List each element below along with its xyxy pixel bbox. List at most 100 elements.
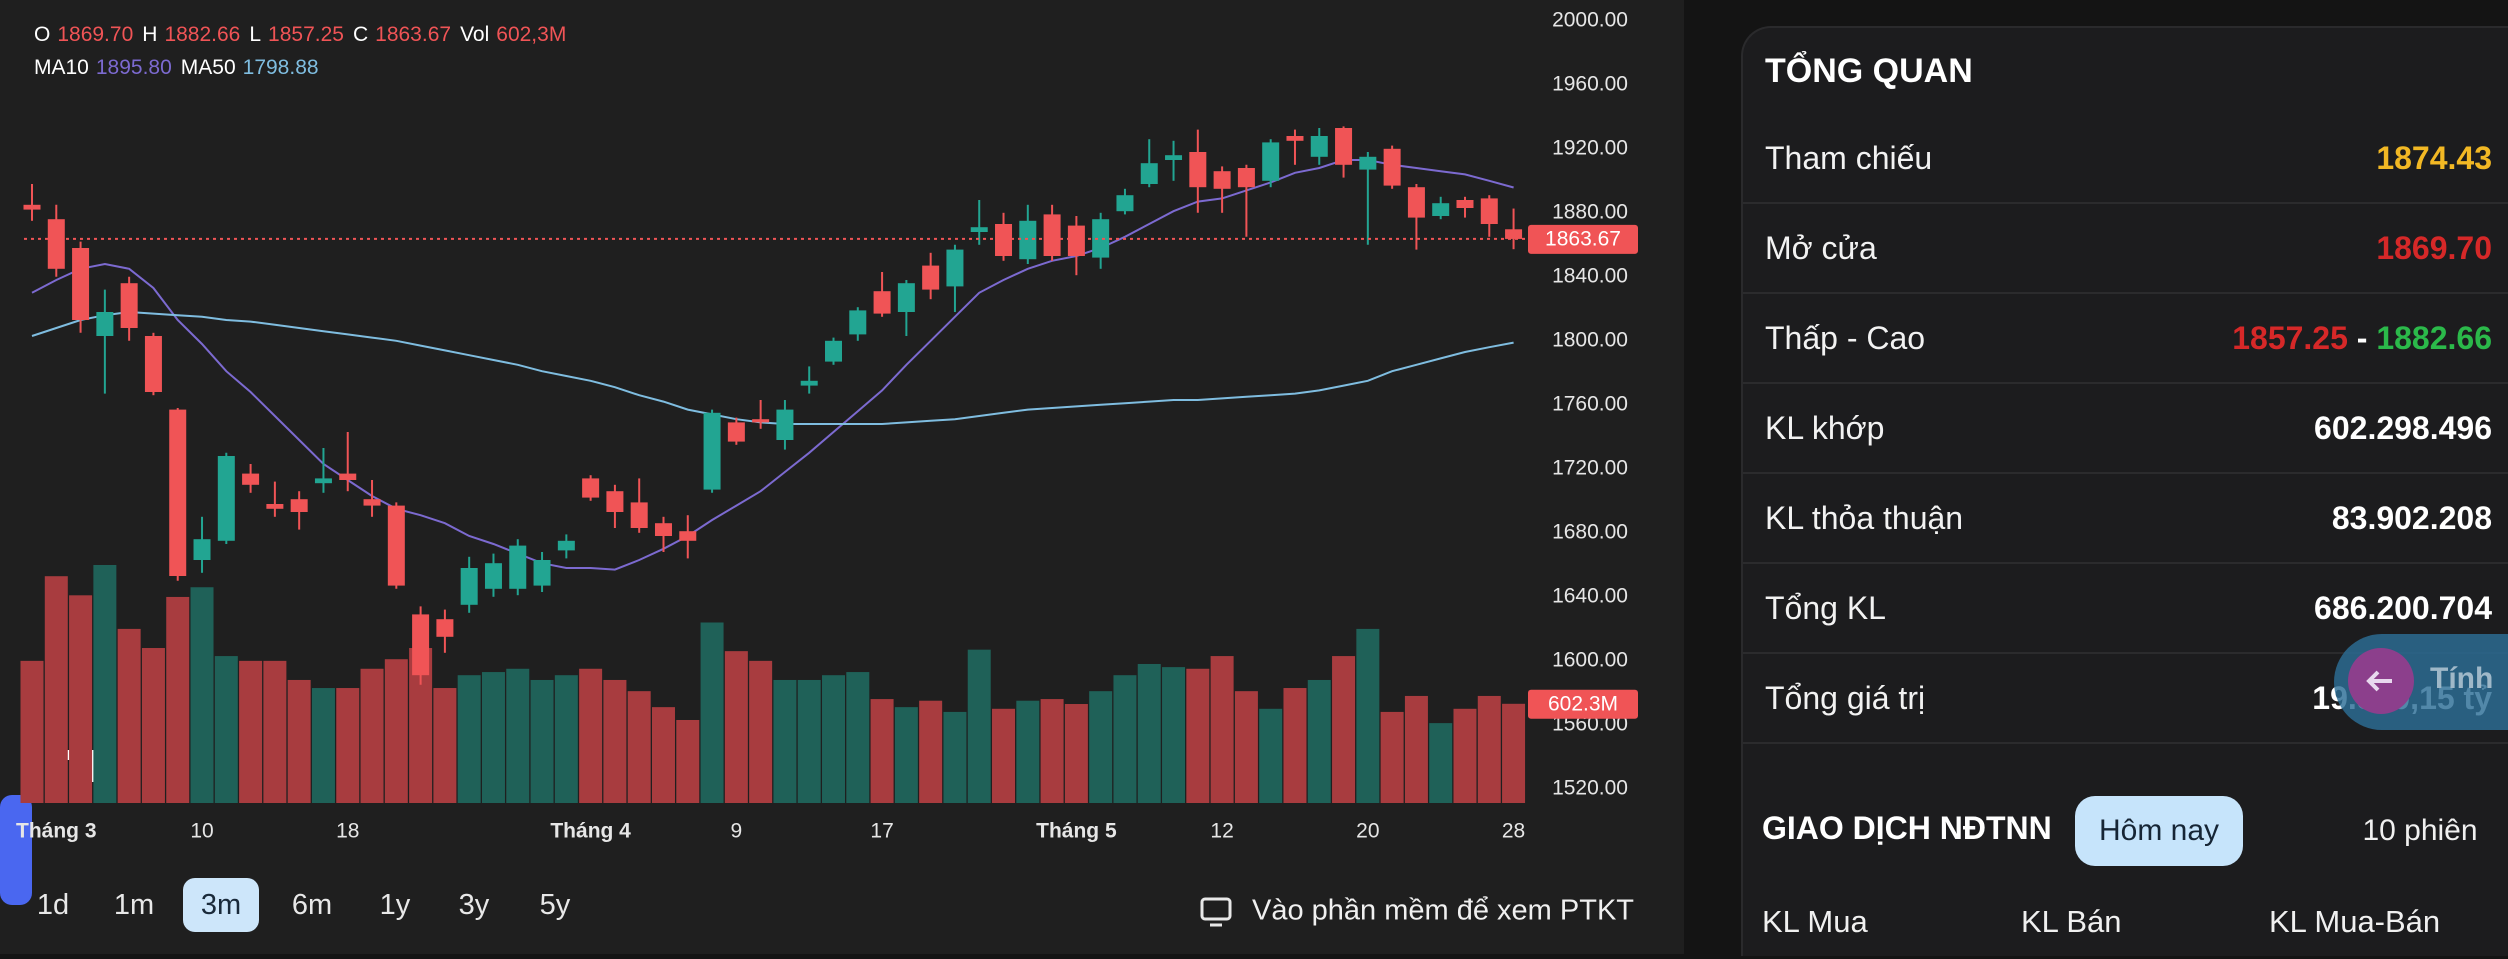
candle-body — [242, 473, 260, 485]
y-tick-label: 2000.00 — [1552, 8, 1628, 31]
candle-body — [1165, 155, 1183, 160]
y-tick-label: 1760.00 — [1552, 392, 1628, 415]
candle-body — [1407, 187, 1425, 218]
y-tick-label: 1840.00 — [1552, 264, 1628, 287]
row-label: Tổng KL — [1765, 590, 1886, 626]
candle-body — [1262, 142, 1280, 181]
volume-bar — [967, 649, 991, 803]
ma-line — [31, 159, 1514, 571]
row-value: 686.200.704 — [2314, 590, 2492, 626]
candle-body — [290, 499, 308, 512]
candle-body — [1286, 136, 1304, 141]
row-separator — [1743, 652, 2508, 654]
row-value: 602.298.496 — [2314, 410, 2492, 446]
volume-bar — [1113, 675, 1137, 803]
candle-body — [1505, 229, 1523, 239]
legend-value: 1895.80 — [96, 56, 172, 79]
range-button[interactable]: 3y — [458, 889, 490, 921]
row-range: 1857.25 - 1882.66 — [2232, 320, 2492, 357]
candle-body — [1092, 219, 1110, 258]
candle-body — [169, 409, 187, 576]
range-button[interactable]: 5y — [539, 889, 571, 921]
legend-value: 1857.25 — [268, 23, 344, 46]
candle-body — [1213, 171, 1231, 189]
row-label: Thấp - Cao — [1765, 320, 1926, 356]
volume-bar — [506, 668, 530, 803]
volume-bar — [1259, 708, 1283, 803]
volume-bar — [992, 708, 1016, 803]
float-button-label[interactable]: Tính — [2430, 662, 2494, 695]
volume-bar — [943, 711, 967, 803]
legend-value: 1882.66 — [164, 23, 240, 46]
volume-bar — [700, 622, 724, 803]
chart-panel: Vào phần mềm để xem PTKT 1520.00 1560.00 1… — [0, 0, 1684, 954]
range-button[interactable]: 1y — [379, 889, 411, 921]
volume-bar — [822, 675, 846, 803]
x-tick-label: Tháng 4 — [550, 820, 631, 843]
candle-body — [849, 310, 867, 335]
volume-bar — [457, 675, 481, 803]
candle-body — [144, 336, 162, 392]
range-button[interactable]: 3m — [183, 878, 259, 932]
side-handle[interactable] — [0, 795, 32, 905]
row-label: KL khớp — [1765, 410, 1885, 446]
range-button[interactable]: 1m — [113, 889, 155, 921]
volume-bar — [433, 688, 457, 803]
row-separator — [1743, 562, 2508, 564]
volume-bar — [627, 691, 651, 803]
candle-body — [23, 204, 41, 210]
candle-body — [873, 291, 891, 314]
overview-panel: TỔNG QUAN Tham chiếu 1874.43 Mở cửa 1869.70… — [1741, 26, 2508, 956]
candle-body — [120, 283, 138, 328]
x-tick-label: Tháng 5 — [1036, 820, 1117, 843]
range-button[interactable]: 1d — [36, 889, 70, 921]
candle-body — [1456, 200, 1474, 208]
volume-bar — [263, 660, 287, 803]
volume-bar — [1234, 691, 1258, 803]
candle-body — [460, 568, 478, 605]
candle-body — [703, 412, 721, 490]
volume-bars — [20, 565, 1526, 803]
volume-bar — [1040, 699, 1064, 803]
volume-bar — [141, 648, 165, 803]
candle-body — [752, 419, 770, 423]
volume-tag — [1528, 689, 1638, 719]
y-tick-label: 1800.00 — [1552, 328, 1628, 351]
legend-key: MA10 — [34, 56, 89, 79]
candle-body — [72, 248, 90, 320]
tab[interactable]: Hôm nay — [2075, 796, 2243, 866]
volume-bar — [846, 672, 870, 803]
foreign-title: GIAO DỊCH NĐTNN — [1762, 810, 2052, 846]
legend-value: 1863.67 — [375, 23, 451, 46]
row-separator — [1743, 202, 2508, 204]
candle-body — [922, 265, 940, 290]
low-value: 1857.25 — [2232, 320, 2348, 356]
candle-body — [217, 456, 235, 541]
row-value: 1874.43 — [2376, 140, 2492, 176]
candle-body — [1116, 195, 1134, 212]
volume-bar — [409, 648, 433, 803]
candle-body — [484, 563, 502, 589]
candle-body — [339, 473, 357, 480]
volume-bar — [1016, 700, 1040, 803]
tab[interactable]: 10 phiên — [2362, 814, 2478, 847]
candle-body — [96, 312, 114, 336]
volume-bar — [773, 679, 797, 803]
legend-key: Vol — [460, 23, 489, 46]
candle-body — [970, 227, 988, 232]
row-value: 1869.70 — [2376, 230, 2492, 266]
range-separator: - — [2356, 320, 2368, 356]
open-software-link[interactable]: Vào phần mềm để xem PTKT — [1252, 895, 1634, 927]
monitor-icon — [1200, 897, 1232, 927]
x-tick-label: 20 — [1356, 820, 1379, 843]
legend-key: MA50 — [181, 56, 236, 79]
volume-bar — [239, 660, 263, 803]
high-value: 1882.66 — [2376, 320, 2492, 356]
range-button[interactable]: 6m — [291, 889, 333, 921]
candle-body — [557, 540, 575, 551]
float-button[interactable]: Tính — [2334, 634, 2508, 730]
volume-bar — [93, 565, 117, 803]
volume-bar — [530, 679, 554, 803]
candle-body — [995, 224, 1013, 256]
volume-bar — [1283, 688, 1307, 803]
